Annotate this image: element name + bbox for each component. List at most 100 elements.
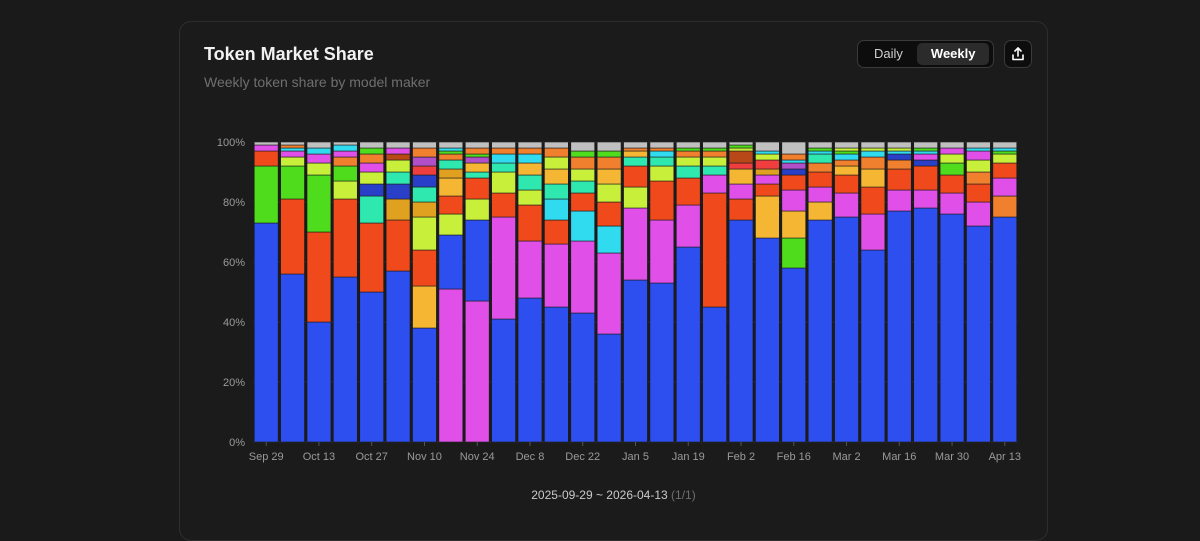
bar-segment xyxy=(702,174,727,194)
bar-segment xyxy=(992,153,1018,164)
bar-segment xyxy=(649,180,675,221)
daily-toggle-button[interactable]: Daily xyxy=(874,46,903,61)
bar-segment xyxy=(755,141,780,152)
bar-segment xyxy=(544,306,569,443)
bar-segment xyxy=(860,168,886,188)
bar-segment xyxy=(623,156,648,167)
weekly-toggle-button[interactable]: Weekly xyxy=(916,43,990,65)
bar-segment xyxy=(570,168,595,182)
bar-segment xyxy=(623,279,648,443)
bar-segment xyxy=(491,318,516,443)
bar-segment xyxy=(702,306,727,443)
bar-segment xyxy=(517,153,543,164)
bar-segment xyxy=(464,219,490,302)
x-tick-label: Nov 10 xyxy=(407,451,442,463)
bar-segment xyxy=(755,195,780,239)
bar-segment xyxy=(939,141,965,149)
bar-segment xyxy=(966,225,991,443)
bar-segment xyxy=(834,159,859,167)
bar-segment xyxy=(807,153,833,164)
bar-segment xyxy=(834,192,859,218)
bar-segment xyxy=(517,204,543,242)
bar-segment xyxy=(781,237,807,269)
y-tick-label: 100% xyxy=(217,137,245,149)
bar-segment xyxy=(781,153,807,161)
bar-segment xyxy=(887,159,912,170)
bar-segment xyxy=(491,162,516,173)
x-tick-label: Mar 2 xyxy=(832,451,860,463)
bar-segment xyxy=(781,168,807,176)
bar-segment xyxy=(333,198,358,278)
bar-segment xyxy=(253,165,279,224)
bar-segment xyxy=(359,183,384,197)
bar-segment xyxy=(939,147,965,155)
bar-segment xyxy=(860,249,886,443)
bar-segment xyxy=(728,168,754,185)
bar-segment xyxy=(702,150,727,158)
bar-segment xyxy=(966,159,991,173)
bar-segment xyxy=(649,147,675,152)
bar-segment xyxy=(781,159,807,164)
bar-segment xyxy=(596,150,622,158)
bar-segment xyxy=(992,150,1018,155)
bar-segment xyxy=(359,147,384,155)
bar-segment xyxy=(570,141,595,152)
x-tick-label: Jan 19 xyxy=(672,451,705,463)
bar-segment xyxy=(333,156,358,167)
bar-segment xyxy=(464,198,490,221)
bar-segment xyxy=(464,171,490,179)
bar-segment xyxy=(253,141,279,146)
bar-segment xyxy=(544,198,569,221)
bar-segment xyxy=(438,141,464,149)
bar-segment xyxy=(464,177,490,200)
bar-segment xyxy=(333,165,358,182)
bar-segment xyxy=(913,165,938,191)
bar-segment xyxy=(438,159,464,170)
bar-segment xyxy=(807,141,833,149)
x-tick-label: Sep 29 xyxy=(249,451,284,463)
bar-segment xyxy=(939,192,965,215)
bar-segment xyxy=(728,144,754,149)
bar-segment xyxy=(253,222,279,443)
bar-segment xyxy=(412,174,437,188)
bar-segment xyxy=(728,150,754,164)
bar-segment xyxy=(992,177,1018,197)
bar-segment xyxy=(623,186,648,209)
bar-segment xyxy=(887,141,912,149)
bar-segment xyxy=(807,171,833,188)
bar-segment xyxy=(834,141,859,149)
bar-segment xyxy=(412,327,437,443)
x-tick-label: Dec 8 xyxy=(516,451,545,463)
bar-segment xyxy=(412,201,437,218)
bar-segment xyxy=(544,183,569,200)
bar-segment xyxy=(359,171,384,185)
export-button[interactable] xyxy=(1004,40,1032,68)
bar-segment xyxy=(385,270,411,443)
bar-segment xyxy=(438,147,464,152)
bar-segment xyxy=(464,153,490,158)
bar-segment xyxy=(491,171,516,194)
bar-segment xyxy=(412,147,437,158)
bar-segment xyxy=(385,159,411,173)
bar-segment xyxy=(676,165,701,179)
bar-segment xyxy=(887,210,912,443)
bar-segment xyxy=(491,192,516,218)
bar-segment xyxy=(306,141,332,149)
bar-segment xyxy=(517,147,543,155)
bar-segment xyxy=(464,300,490,443)
bar-segment xyxy=(544,168,569,185)
card-title: Token Market Share xyxy=(204,44,374,64)
bar-segment xyxy=(807,162,833,173)
bar-segment xyxy=(412,165,437,176)
bar-segment xyxy=(992,195,1018,218)
bar-segment xyxy=(860,150,886,158)
bar-segment xyxy=(834,216,859,443)
bar-segment xyxy=(939,153,965,164)
bar-segment xyxy=(913,207,938,443)
bar-segment xyxy=(385,198,411,221)
bar-segment xyxy=(728,141,754,146)
bar-segment xyxy=(913,153,938,161)
bar-segment xyxy=(570,150,595,158)
bar-segment xyxy=(755,168,780,176)
bar-segment xyxy=(544,147,569,158)
